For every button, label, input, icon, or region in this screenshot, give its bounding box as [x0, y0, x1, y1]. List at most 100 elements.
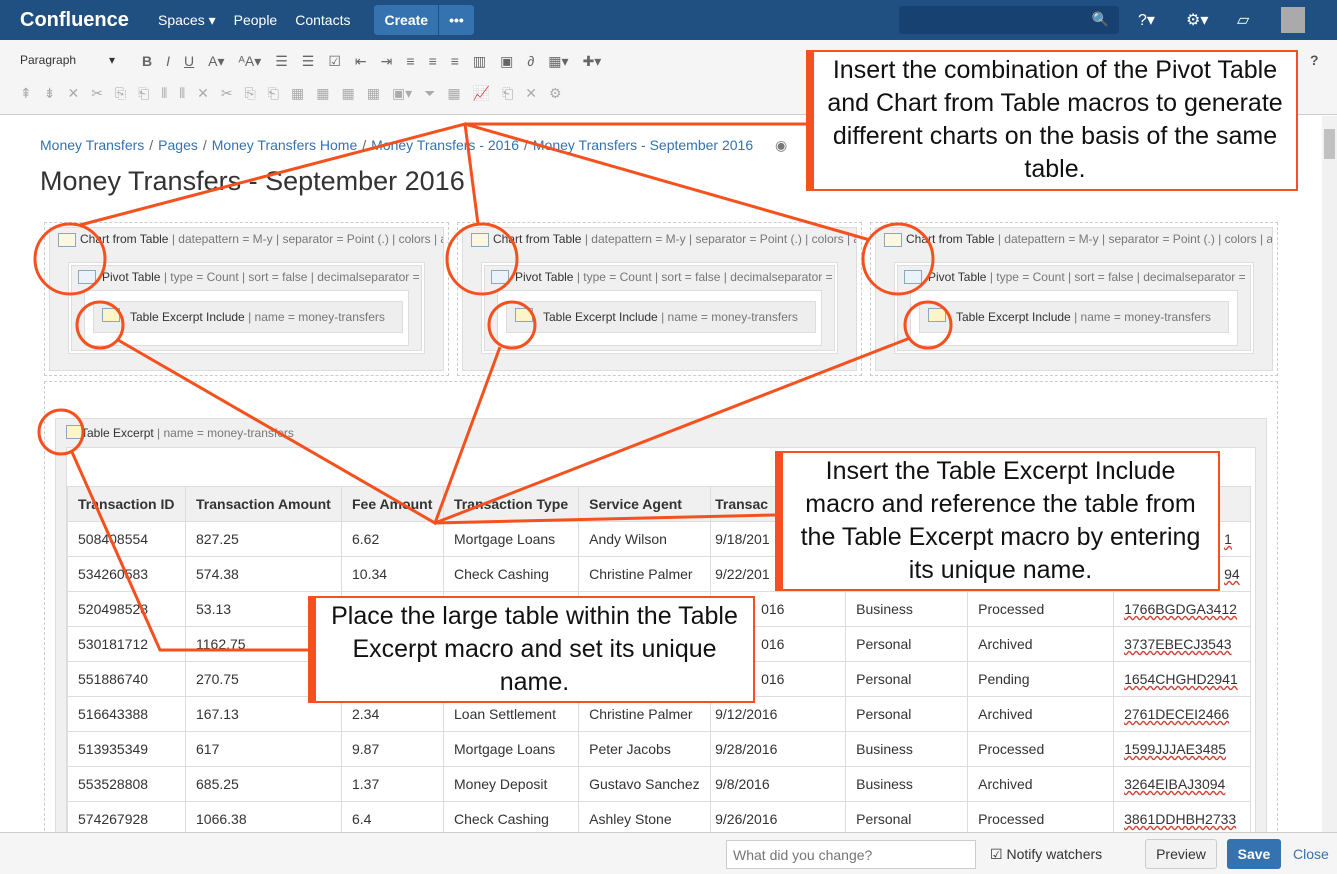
chart-from-table-macro[interactable]: Chart from Table | datepattern = M-y | s…	[870, 222, 1278, 376]
table-cell[interactable]: 508408554	[67, 521, 186, 557]
table-cell[interactable]: 9.87	[341, 731, 444, 767]
table-cell[interactable]: 9/8/2016	[710, 766, 847, 802]
table-cell[interactable]: Peter Jacobs	[578, 731, 712, 767]
table-cell[interactable]: Check Cashing	[442, 556, 580, 592]
table-cell[interactable]: 574267928	[67, 801, 186, 832]
heading-col-icon[interactable]: ▦	[366, 84, 380, 101]
paragraph-style-select[interactable]: Paragraph ▾	[20, 53, 115, 67]
checkbox[interactable]: ☑	[990, 846, 1003, 862]
vertical-scrollbar[interactable]	[1322, 116, 1337, 832]
table-icon[interactable]: ▦▾	[548, 52, 569, 69]
table-cell[interactable]: Mortgage Loans	[442, 521, 580, 557]
split-cells-icon[interactable]: ▦	[316, 84, 330, 101]
outdent-icon[interactable]: ⇤	[354, 52, 367, 69]
table-cell[interactable]: Personal	[845, 696, 969, 732]
table-cell[interactable]: Business	[845, 591, 969, 627]
image-icon[interactable]: ▣	[500, 52, 514, 69]
table-cell[interactable]: 2761DECEI2466	[1113, 696, 1251, 732]
breadcrumb-item[interactable]: Money Transfers - 2016	[371, 137, 519, 153]
table-cell[interactable]: Processed	[967, 591, 1115, 627]
preview-button[interactable]: Preview	[1145, 839, 1217, 869]
column-header[interactable]: Transaction Amount	[185, 486, 342, 522]
breadcrumb-item[interactable]: Money Transfers	[40, 137, 145, 153]
paste-table-icon[interactable]: ⎗	[502, 84, 514, 101]
table-cell[interactable]: Ashley Stone	[578, 801, 712, 832]
table-cell[interactable]: 3861DDHBH2733	[1113, 801, 1251, 832]
breadcrumb-item[interactable]: Money Transfers Home	[211, 137, 358, 153]
pivot-table-macro[interactable]: Pivot Table | type = Count | sort = fals…	[481, 262, 838, 354]
align-center-icon[interactable]: ≡	[428, 53, 437, 69]
table-cell[interactable]: Andy Wilson	[578, 521, 712, 557]
table-cell[interactable]: 3737EBECJ3543	[1113, 626, 1251, 662]
paste-col-icon[interactable]: ⎗	[267, 84, 279, 101]
table-cell[interactable]: 1766BGDGA3412	[1113, 591, 1251, 627]
search-input[interactable]: 🔍	[899, 6, 1119, 34]
merge-cells-icon[interactable]: ▦	[291, 84, 305, 101]
table-cell[interactable]: Archived	[967, 696, 1115, 732]
change-comment-input[interactable]	[726, 840, 976, 869]
notify-watchers-checkbox[interactable]: ☑ Notify watchers	[990, 846, 1102, 863]
table-cell[interactable]: Archived	[967, 766, 1115, 802]
text-color-icon[interactable]: A▾	[208, 52, 225, 69]
column-header[interactable]: Fee Amount	[341, 486, 444, 522]
table-cell[interactable]: 530181712	[67, 626, 186, 662]
nav-contacts[interactable]: Contacts	[295, 12, 351, 28]
italic-icon[interactable]: I	[166, 53, 171, 69]
chart-from-table-macro[interactable]: Chart from Table | datepattern = M-y | s…	[457, 222, 862, 376]
table-cell[interactable]: 1599JJJAE3485	[1113, 731, 1251, 767]
chart-from-table-macro[interactable]: Chart from Table | datepattern = M-y | s…	[44, 222, 449, 376]
cut-row-icon[interactable]: ✂	[91, 84, 103, 101]
table-cell[interactable]: 1066.38	[185, 801, 342, 832]
numbered-list-icon[interactable]: ☰	[301, 52, 315, 69]
pivot-table-macro[interactable]: Pivot Table | type = Count | sort = fals…	[68, 262, 425, 354]
table-cell[interactable]: 513935349	[67, 731, 186, 767]
table-cell[interactable]: 3264EIBAJ3094	[1113, 766, 1251, 802]
create-button[interactable]: Create	[374, 5, 439, 35]
align-right-icon[interactable]: ≡	[450, 53, 459, 69]
cut-col-icon[interactable]: ✂	[220, 84, 233, 101]
table-cell[interactable]: 516643388	[67, 696, 186, 732]
table-excerpt-include-macro[interactable]: Table Excerpt Include | name = money-tra…	[506, 301, 816, 333]
table-cell[interactable]: Archived	[967, 626, 1115, 662]
table-cell[interactable]: Personal	[845, 661, 969, 697]
row-below-icon[interactable]: ⇟	[43, 84, 56, 101]
table-cell[interactable]: Check Cashing	[442, 801, 580, 832]
save-button[interactable]: Save	[1227, 839, 1281, 869]
underline-icon[interactable]: U	[184, 53, 195, 69]
breadcrumb-item[interactable]: Money Transfers - September 2016	[532, 137, 754, 153]
col-right-icon[interactable]: ⫴	[179, 84, 186, 101]
table-cell[interactable]: 534260583	[67, 556, 186, 592]
table-cell[interactable]: Business	[845, 766, 969, 802]
table-cell[interactable]: 685.25	[185, 766, 342, 802]
table-cell[interactable]: Business	[845, 731, 969, 767]
row-above-icon[interactable]: ⇞	[20, 84, 32, 101]
breadcrumb-item[interactable]: Pages	[158, 137, 198, 153]
paste-row-icon[interactable]: ⎗	[138, 84, 150, 101]
table-cell[interactable]: 574.38	[185, 556, 342, 592]
table-settings-gear-icon[interactable]: ⚙	[549, 84, 562, 101]
pivot-icon[interactable]: ▦	[447, 84, 461, 101]
link-icon[interactable]: ∂	[527, 53, 535, 69]
table-cell[interactable]: 1654CHGHD2941	[1113, 661, 1251, 697]
column-header[interactable]: Transaction Type	[442, 486, 580, 522]
table-cell[interactable]: 520498528	[67, 591, 186, 627]
avatar[interactable]	[1281, 7, 1305, 33]
table-cell[interactable]: Money Deposit	[442, 766, 580, 802]
delete-col-icon[interactable]: ✕	[197, 84, 209, 101]
delete-row-icon[interactable]: ✕	[67, 84, 80, 101]
bullet-list-icon[interactable]: ☰	[275, 52, 288, 69]
table-excerpt-include-macro[interactable]: Table Excerpt Include | name = money-tra…	[93, 301, 403, 333]
indent-icon[interactable]: ⇥	[380, 52, 393, 69]
inbox-icon[interactable]: ▱	[1237, 12, 1250, 29]
copy-row-icon[interactable]: ⎘	[114, 84, 127, 101]
table-cell[interactable]: 9/26/2016	[710, 801, 847, 832]
editor-help-icon[interactable]: ?	[1310, 52, 1319, 68]
table-cell[interactable]: 9/28/2016	[710, 731, 847, 767]
filter-icon[interactable]: ⏷	[424, 84, 436, 101]
confluence-logo[interactable]: Confluence	[20, 8, 129, 31]
align-left-icon[interactable]: ≡	[406, 53, 415, 69]
table-cell[interactable]: 617	[185, 731, 342, 767]
text-format-icon[interactable]: ᴬA▾	[238, 52, 262, 69]
copy-col-icon[interactable]: ⎘	[244, 84, 256, 101]
table-cell[interactable]: Processed	[967, 731, 1115, 767]
